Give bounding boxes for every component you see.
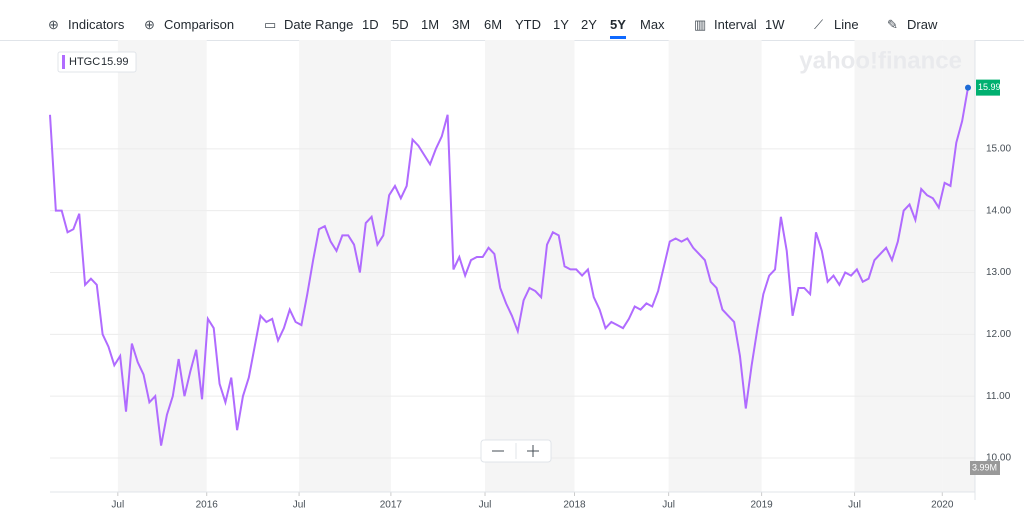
toolbar-icon: ▥ xyxy=(694,17,707,32)
legend-swatch xyxy=(62,55,65,69)
toolbar-item[interactable]: Draw xyxy=(907,17,938,32)
y-tick-label: 12.00 xyxy=(986,329,1011,340)
toolbar-item[interactable]: Indicators xyxy=(68,17,125,32)
toolbar-item[interactable]: Comparison xyxy=(164,17,235,32)
y-tick-label: 15.00 xyxy=(986,143,1011,154)
x-tick-label: 2020 xyxy=(931,500,954,511)
legend-symbol: HTGC xyxy=(69,56,100,68)
price-badge-label: 15.99 xyxy=(978,82,1001,92)
toolbar-icon: ✎ xyxy=(887,17,898,32)
period-band xyxy=(299,40,391,492)
period-band xyxy=(854,40,943,492)
legend-box xyxy=(57,51,137,73)
toolbar-item[interactable]: Max xyxy=(640,17,665,32)
toolbar-item[interactable]: 5D xyxy=(392,17,409,32)
chart: 10.00 11.00 12.00 13.00 14.00 15.00 Jul 2016 Jul… xyxy=(49,40,1011,511)
legend-price: 15.99 xyxy=(101,56,129,68)
x-tick-label: 2019 xyxy=(750,500,773,511)
y-tick-label: 11.00 xyxy=(986,391,1011,402)
volume-badge xyxy=(970,461,1000,475)
y-tick-label: 14.00 xyxy=(986,205,1011,216)
toolbar-item[interactable]: 1M xyxy=(421,17,440,32)
toolbar-item[interactable]: 3M xyxy=(452,17,471,32)
toolbar-item[interactable]: 1Y xyxy=(553,17,569,32)
x-tick-label: Jul xyxy=(111,500,124,511)
period-band xyxy=(668,40,762,492)
toolbar-icon: ⟋ xyxy=(814,17,824,32)
zoom-control xyxy=(480,439,552,463)
toolbar-icon: ▭ xyxy=(264,17,277,32)
toolbar-item[interactable]: Interval xyxy=(714,17,757,32)
toolbar-item[interactable]: 5Y xyxy=(610,17,626,39)
x-tick-label: Jul xyxy=(479,500,492,511)
volume-badge-label: 3.99M xyxy=(972,462,997,472)
period-band xyxy=(117,40,207,492)
toolbar: Indicators ⊕ Comparison ⊕ Date Range ▭ 1D 5D 1M 3… xyxy=(0,0,1024,41)
toolbar-item[interactable]: 6M xyxy=(484,17,503,32)
period-band xyxy=(485,40,575,492)
y-tick-label: 13.00 xyxy=(986,267,1011,278)
toolbar-item[interactable]: Date Range xyxy=(284,17,354,32)
x-tick-label: Jul xyxy=(293,500,306,511)
watermark: yahoo!finance xyxy=(799,47,962,74)
period-band xyxy=(942,40,975,492)
toolbar-item[interactable]: YTD xyxy=(515,17,541,32)
toolbar-item[interactable]: 1D xyxy=(362,17,379,32)
toolbar-item[interactable]: 1W xyxy=(765,17,785,32)
x-tick-label: Jul xyxy=(848,500,861,511)
toolbar-item[interactable]: 2Y xyxy=(581,17,597,32)
x-tick-label: 2016 xyxy=(196,500,219,511)
last-point xyxy=(965,84,971,91)
toolbar-icon: ⊕ xyxy=(144,17,155,32)
y-tick-label: 10.00 xyxy=(986,453,1011,464)
x-tick-label: 2017 xyxy=(380,500,403,511)
price-badge xyxy=(976,79,1000,96)
toolbar-item[interactable]: Line xyxy=(834,17,859,32)
x-tick-label: 2018 xyxy=(563,500,586,511)
toolbar-icon: ⊕ xyxy=(48,17,59,32)
x-tick-label: Jul xyxy=(662,500,675,511)
price-line xyxy=(49,87,969,446)
